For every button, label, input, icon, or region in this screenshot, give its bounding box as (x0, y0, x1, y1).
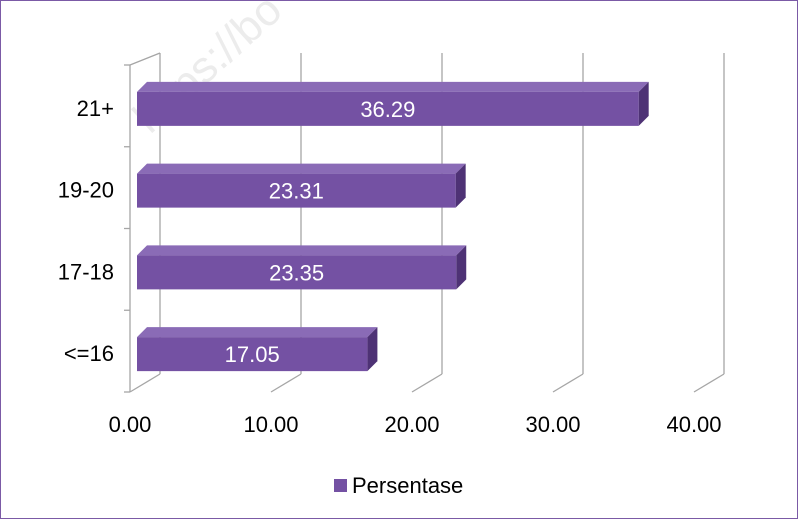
bar (137, 337, 368, 372)
bar (137, 173, 456, 208)
y-tick-label: 19-20 (58, 178, 114, 203)
y-tick-label: <=16 (64, 341, 114, 366)
bar-end-face (638, 81, 649, 126)
legend: Persentase (334, 473, 463, 498)
bar (137, 255, 457, 290)
x-tick-label: 20.00 (384, 412, 439, 437)
bar-top-face (137, 81, 649, 92)
bar-end-face (367, 327, 378, 372)
x-tick-label: 30.00 (525, 412, 580, 437)
floor-gridline (411, 373, 443, 393)
y-tick-label: 17-18 (58, 259, 114, 284)
data-label: 17.05 (225, 342, 280, 367)
data-label: 23.31 (269, 179, 324, 204)
bars (137, 81, 649, 372)
x-tick-label: 10.00 (243, 412, 298, 437)
bar-end-face (455, 163, 466, 208)
x-tick-label: 0.00 (109, 412, 152, 437)
floor-gridline (693, 373, 725, 393)
bar-top-face (137, 163, 466, 174)
bar (137, 91, 639, 126)
legend-swatch (334, 479, 347, 492)
data-label: 36.29 (360, 97, 415, 122)
y-axis-depth-line (129, 52, 161, 66)
labels: 17.05 <=16 23.35 17-18 23.31 19-20 36.29 21+ 0.0… (58, 96, 722, 437)
y-tick-label: 21+ (77, 96, 114, 121)
x-tick-label: 40.00 (666, 412, 721, 437)
data-label: 23.35 (269, 260, 324, 285)
legend-label: Persentase (352, 473, 463, 498)
bar-end-face (456, 245, 467, 290)
floor-gridline (270, 373, 302, 393)
bar-top-face (137, 245, 467, 256)
floor-gridline (552, 373, 584, 393)
bar-top-face (137, 327, 378, 338)
floor-gridline (129, 373, 161, 393)
